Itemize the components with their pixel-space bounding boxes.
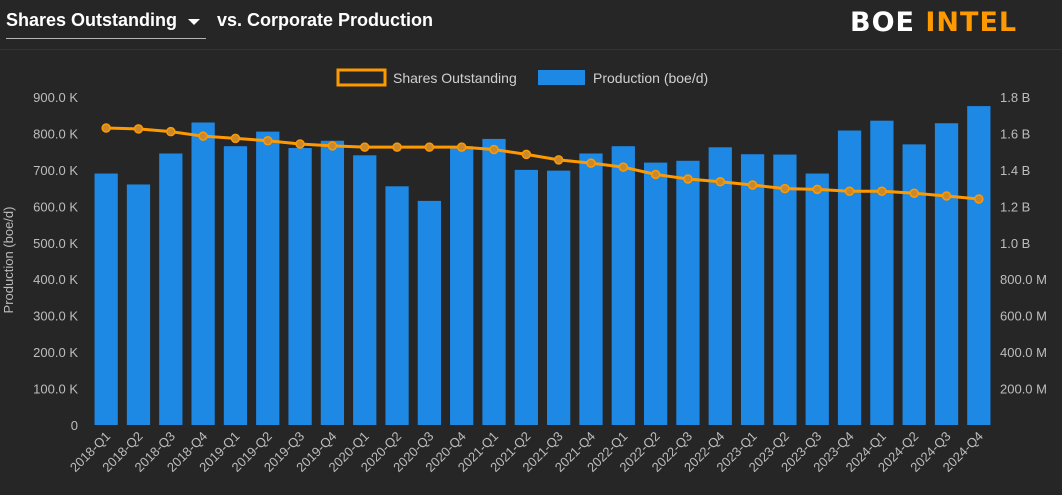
production-bar xyxy=(353,155,377,426)
production-bar xyxy=(837,130,862,425)
shares-point xyxy=(295,139,305,149)
shares-point xyxy=(359,142,370,152)
y-tick-label: 200.0 K xyxy=(33,345,78,360)
y-tick-label: 800.0 K xyxy=(33,126,78,141)
production-bar xyxy=(288,148,312,425)
production-bar xyxy=(643,162,668,425)
chevron-down-icon[interactable] xyxy=(188,19,200,25)
shares-line xyxy=(101,123,984,204)
shares-point xyxy=(586,158,596,168)
metric-dropdown-label: Shares Outstanding xyxy=(6,10,178,30)
shares-point xyxy=(780,183,790,194)
production-bar xyxy=(482,138,506,425)
y2-tick-label: 200.0 M xyxy=(1000,382,1047,397)
y2-tick-label: 400.0 M xyxy=(1000,345,1047,360)
shares-point xyxy=(844,186,855,196)
shares-point xyxy=(424,142,435,152)
production-bar xyxy=(159,153,183,425)
y2-tick-label: 1.2 B xyxy=(1000,199,1030,214)
brand-logo-part1: BOE xyxy=(850,7,915,38)
shares-point xyxy=(521,149,532,160)
shares-point xyxy=(230,133,241,144)
production-bar xyxy=(385,186,409,425)
production-bar xyxy=(94,173,118,425)
chart-legend: Shares Outstanding Production (boe/d) xyxy=(336,68,708,87)
brand-logo: BOE INTEL xyxy=(850,4,1017,42)
y-tick-label: 900.0 K xyxy=(33,90,78,105)
shares-point xyxy=(489,144,499,155)
y-tick-label: 300.0 K xyxy=(33,309,78,324)
production-bar xyxy=(902,144,926,425)
metric-dropdown[interactable]: Shares Outstanding xyxy=(6,8,206,39)
shares-point xyxy=(198,131,208,141)
legend-label-production: Production (boe/d) xyxy=(593,70,708,86)
shares-point xyxy=(618,162,629,172)
production-bar xyxy=(223,146,248,425)
y2-tick-label: 1.6 B xyxy=(1000,126,1030,141)
y-tick-label: 0 xyxy=(71,418,78,433)
y2-tick-label: 800.0 M xyxy=(1000,272,1047,287)
production-bar xyxy=(450,146,474,425)
y-tick-label: 700.0 K xyxy=(33,163,78,178)
production-bar xyxy=(773,154,797,425)
y-axis-ticks: 0 100.0 K 200.0 K 300.0 K 400.0 K 500.0 K 600.… xyxy=(33,90,78,433)
shares-point xyxy=(715,176,726,187)
production-bar xyxy=(676,160,700,425)
shares-line-path xyxy=(106,126,979,201)
shares-point xyxy=(327,141,338,151)
y-tick-label: 400.0 K xyxy=(33,272,78,287)
production-bar xyxy=(320,140,345,425)
shares-point xyxy=(941,191,952,201)
y-tick-label: 600.0 K xyxy=(33,199,78,214)
shares-point xyxy=(166,126,176,137)
shares-point xyxy=(909,188,919,198)
y2-tick-label: 1.0 B xyxy=(1000,236,1030,251)
production-bar xyxy=(126,184,151,425)
production-bar xyxy=(967,106,991,425)
shares-point xyxy=(683,174,693,184)
legend-label-shares: Shares Outstanding xyxy=(393,70,517,86)
shares-point xyxy=(974,194,984,204)
legend-swatch-shares[interactable] xyxy=(336,68,387,87)
brand-logo-part2: INTEL xyxy=(925,7,1018,38)
shares-point xyxy=(650,169,661,180)
production-bar xyxy=(256,131,280,425)
production-bar xyxy=(547,170,571,425)
production-bar xyxy=(514,169,538,425)
production-bar xyxy=(870,120,894,425)
shares-point xyxy=(812,184,822,195)
y2-tick-label: 1.4 B xyxy=(1000,163,1030,178)
production-bar xyxy=(579,153,603,425)
shares-point xyxy=(263,135,273,146)
shares-point xyxy=(553,155,564,165)
production-bars xyxy=(94,106,991,426)
legend-swatch-production[interactable] xyxy=(538,70,585,85)
shares-point xyxy=(133,124,144,134)
y2-axis-ticks: 200.0 M 400.0 M 600.0 M 800.0 M 1.0 B 1.2 B 1.… xyxy=(1000,90,1047,397)
shares-point xyxy=(877,186,887,196)
y2-tick-label: 600.0 M xyxy=(1000,309,1047,324)
y-tick-label: 100.0 K xyxy=(33,382,78,397)
y-tick-label: 500.0 K xyxy=(33,236,78,251)
production-bar xyxy=(611,146,635,425)
production-bar xyxy=(708,147,732,425)
production-bar xyxy=(191,122,215,425)
production-bar xyxy=(805,173,829,425)
comparison-label: vs. Corporate Production xyxy=(217,10,434,30)
shares-point xyxy=(392,142,402,152)
production-bar xyxy=(740,154,765,425)
shares-point xyxy=(456,142,467,152)
shares-point xyxy=(747,180,758,190)
x-axis-ticks: 2018-Q12018-Q22018-Q32018-Q42019-Q12019-… xyxy=(67,429,986,475)
y2-tick-label: 1.8 B xyxy=(1000,90,1030,105)
chart-header: Shares Outstanding vs. Corporate Product… xyxy=(0,0,1062,50)
production-vs-shares-chart: Shares Outstanding Production (boe/d) Pr… xyxy=(1,68,1047,475)
y-axis-label: Production (boe/d) xyxy=(1,207,16,314)
shares-point xyxy=(101,123,111,133)
production-bar xyxy=(934,123,959,426)
production-bar xyxy=(417,200,442,425)
